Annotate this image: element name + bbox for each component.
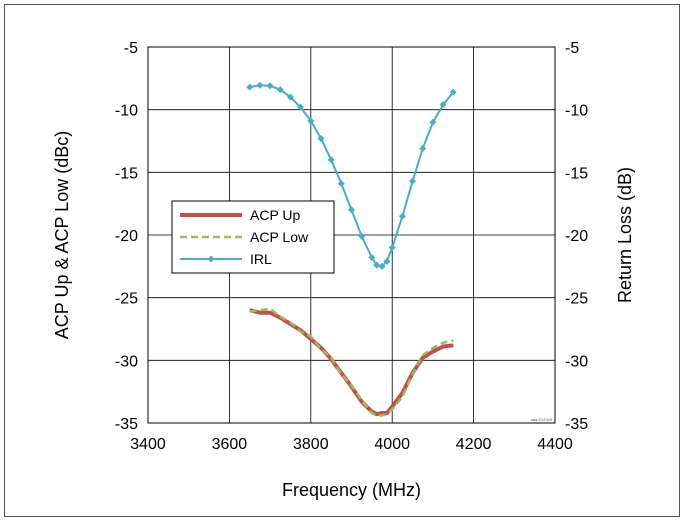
series-acp-up — [249, 308, 454, 417]
x-tick-label: 4400 — [537, 436, 573, 453]
series-marker — [276, 86, 284, 94]
series-marker — [398, 212, 406, 220]
y-left-tick-label: -35 — [115, 416, 138, 433]
series-marker — [337, 180, 345, 188]
legend-item: ACP Up — [180, 207, 301, 223]
legend-item: ACP Low — [180, 229, 309, 245]
x-tick-label: 3400 — [130, 436, 166, 453]
legend: ACP Up ACP Low IRL — [171, 200, 335, 274]
series-marker — [307, 117, 315, 125]
y-right-tick-label: -20 — [565, 228, 588, 245]
y-right-tick-label: -10 — [565, 103, 588, 120]
y-left-tick-label: -25 — [115, 291, 138, 308]
series-marker — [429, 118, 437, 126]
chart-frame — [4, 4, 680, 517]
x-tick-label: 3800 — [293, 436, 329, 453]
series-marker — [266, 82, 274, 90]
series-marker — [358, 232, 366, 240]
series-marker — [388, 244, 396, 252]
series-marker — [419, 145, 427, 153]
legend-label: IRL — [250, 251, 272, 267]
x-tick-label: 4000 — [374, 436, 410, 453]
series-marker — [348, 206, 355, 214]
series-marker — [368, 254, 376, 262]
legend-marker — [207, 255, 215, 263]
y-left-tick-label: -5 — [124, 40, 138, 57]
y-right-tick-label: -25 — [565, 291, 588, 308]
tick-labels: 3400 3600 3800 4000 4200 4400 -5 -5 -10 -10 -15 -15… — [115, 40, 588, 453]
y-right-tick-label: -5 — [565, 40, 579, 57]
y-right-tick-label: -35 — [565, 416, 588, 433]
series-acp-low — [249, 307, 454, 417]
series-marker — [246, 83, 254, 91]
y-right-tick-label: -30 — [565, 353, 588, 370]
watermark-label: aaa-012345 — [531, 417, 553, 422]
series-marker — [378, 262, 386, 270]
y-left-tick-label: -20 — [115, 228, 138, 245]
y-left-tick-label: -15 — [115, 165, 138, 182]
series-marker — [256, 81, 264, 89]
series-marker — [439, 101, 447, 109]
x-axis-title: Frequency (MHz) — [282, 480, 421, 500]
legend-label: ACP Low — [250, 229, 309, 245]
series-line — [249, 307, 454, 417]
y-left-tick-label: -10 — [115, 103, 138, 120]
series-marker — [327, 156, 335, 164]
legend-item: IRL — [180, 251, 272, 267]
x-tick-label: 4200 — [456, 436, 492, 453]
series-marker — [373, 261, 381, 269]
y-axis-right-title: Return Loss (dB) — [615, 167, 635, 303]
plot-area-border — [147, 46, 556, 424]
series-line — [249, 308, 454, 417]
series-marker — [409, 177, 417, 185]
series-marker — [317, 134, 325, 142]
y-axis-left-title: ACP Up & ACP Low (dBc) — [52, 131, 72, 339]
series-marker — [383, 257, 391, 265]
series-marker — [286, 93, 294, 101]
y-right-tick-label: -15 — [565, 165, 588, 182]
series-irl — [246, 81, 457, 270]
y-left-tick-label: -30 — [115, 353, 138, 370]
legend-label: ACP Up — [250, 207, 301, 223]
series-layer — [246, 81, 457, 417]
x-tick-label: 3600 — [212, 436, 248, 453]
series-marker — [449, 88, 457, 96]
series-marker — [297, 103, 305, 111]
